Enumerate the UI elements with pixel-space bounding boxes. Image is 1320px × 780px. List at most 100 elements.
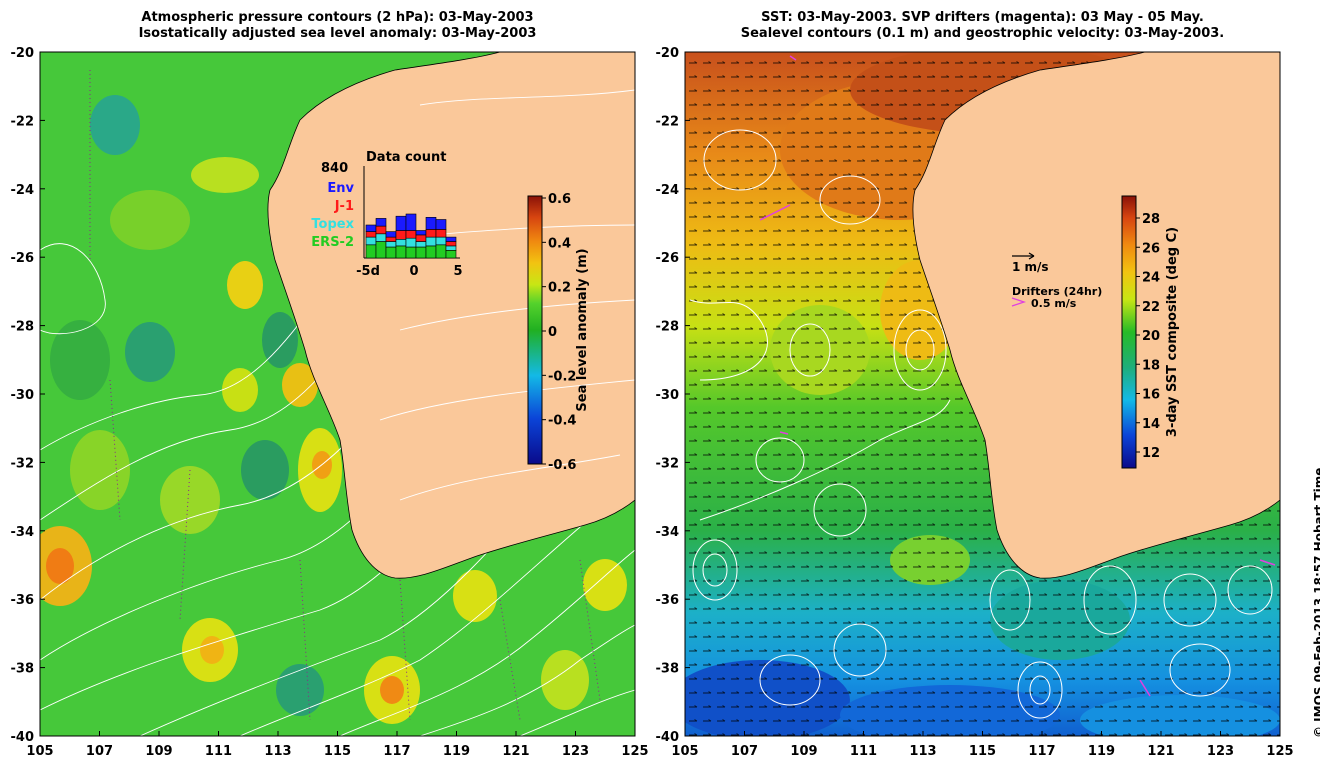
inset-bar-segment [425,217,437,230]
lon-tick-label: 113 [909,744,936,759]
lat-tick-label: -22 [656,114,680,129]
inset-bars [365,213,457,259]
sst-colorbar: 28 26 24 22 20 18 16 14 12 3-day SST composite (… [1121,195,1180,469]
colorbar-tick-label: 12 [1142,446,1160,461]
lat-tick-label: -26 [656,251,680,266]
drifter-tracks [759,55,1276,697]
colorbar-tick-label: -0.4 [548,414,576,429]
inset-bar-segment [375,218,387,227]
inset-x-tick-label: -5d [356,264,380,279]
inset-bar-segment [365,224,377,232]
left-map-title: Atmospheric pressure contours (2 hPa): 0… [40,10,635,42]
colorbar-tick-label: 24 [1142,271,1160,286]
lon-tick-label: 121 [502,744,529,759]
lon-tick-label: 107 [731,744,758,759]
sla-colorbar-label: Sea level anomaly (m) [575,248,590,411]
inset-bar-segment [395,245,407,259]
left-title-line2: Isostatically adjusted sea level anomaly… [138,26,537,41]
lon-tick-label: 123 [1207,744,1234,759]
lon-tick-label: 115 [324,744,351,759]
lat-tick-label: -30 [656,388,680,403]
inset-bar-segment [365,244,377,259]
lat-tick-label: -38 [11,662,35,677]
colorbar-tick-label: 16 [1142,388,1160,403]
colorbar-tick-label: -0.2 [548,369,576,384]
velocity-legend: 1 m/s Drifters (24hr) 0.5 m/s [1011,252,1102,310]
inset-x-tick-label: 5 [453,264,462,279]
right-title-line2: Sealevel contours (0.1 m) and geostrophi… [740,26,1225,41]
inset-max-label: 840 [321,161,348,176]
inset-bar-segment [445,250,457,259]
colorbar-tick-label: 14 [1142,417,1160,432]
dotted-wind-lines [89,70,601,721]
lon-tick-label: 105 [26,744,53,759]
lat-tick-label: -34 [11,525,35,540]
land-contours [379,89,635,501]
sla-colorbar: 0.6 0.4 0.2 0 -0.2 -0.4 -0.6 Sea level anomaly… [527,192,590,473]
inset-bar-segment [425,245,437,259]
velocity-arrowhead-icon [1028,252,1035,260]
lon-tick-label: 105 [671,744,698,759]
inset-bar-segment [395,215,407,231]
lon-tick-label: 115 [969,744,996,759]
inset-bar-segment [415,230,427,236]
data-count-inset: Data count 840 Env J-1 Topex ERS-2 -5d 0 5 [311,150,462,279]
right-map [685,52,1280,736]
inset-title: Data count [366,150,446,165]
lon-tick-label: 125 [621,744,648,759]
inset-bar-segment [405,246,417,259]
lat-tick-label: -20 [11,46,35,61]
inset-bar-segment [435,244,447,259]
inset-legend-item: Topex [311,217,354,232]
inset-bar-segment [385,241,397,248]
inset-bar-segment [445,245,457,251]
colorbar-tick-label: 26 [1142,241,1160,256]
inset-bar-segment [375,233,387,242]
lon-tick-label: 109 [790,744,817,759]
inset-bar-segment [375,225,387,235]
inset-legend-item: J-1 [334,199,354,214]
lat-tick-label: -28 [11,320,35,335]
lon-tick-label: 113 [264,744,291,759]
lon-tick-label: 117 [1028,744,1055,759]
velocity-scale-label: 1 m/s [1012,260,1049,274]
inset-bar-segment [395,230,407,240]
lat-tick-label: -20 [656,46,680,61]
lat-tick-label: -22 [11,114,35,129]
left-title-line1: Atmospheric pressure contours (2 hPa): 0… [141,10,534,25]
inset-bar-segment [365,231,377,238]
lat-tick-label: -26 [11,251,35,266]
lat-tick-label: -24 [656,183,680,198]
inset-bar-segment [425,236,437,247]
colorbar-tick-label: -0.6 [548,458,576,473]
lon-tick-label: 111 [850,744,877,759]
inset-bar-segment [425,229,437,238]
australia-landmass [267,52,635,579]
right-map-title: SST: 03-May-2003. SVP drifters (magenta)… [685,10,1280,42]
lat-tick-label: -34 [656,525,680,540]
drifters-label: Drifters (24hr) [1012,285,1102,298]
lon-tick-label: 109 [145,744,172,759]
inset-bar-segment [385,231,397,238]
right-title-line1: SST: 03-May-2003. SVP drifters (magenta)… [761,10,1204,25]
lon-tick-label: 123 [562,744,589,759]
lat-tick-label: -40 [656,730,680,745]
lat-tick-label: -40 [11,730,35,745]
sla-colorbar-gradient [527,195,543,465]
inset-bar-segment [395,239,407,247]
sst-colorbar-gradient [1121,195,1137,469]
lat-tick-label: -36 [656,593,680,608]
inset-bar-segment [445,241,457,247]
colorbar-tick-label: 28 [1142,212,1160,227]
inset-bar-segment [435,236,447,246]
lat-tick-label: -38 [656,662,680,677]
inset-bar-segment [435,229,447,238]
inset-legend: Env J-1 Topex ERS-2 [311,181,354,250]
inset-bar-segment [415,246,427,259]
copyright-notice: © IMOS 09-Feb-2013 18:57 Hobart Time [1298,468,1320,740]
colorbar-tick-label: 0.2 [548,281,571,296]
left-map [40,52,635,736]
lat-tick-label: -28 [656,320,680,335]
